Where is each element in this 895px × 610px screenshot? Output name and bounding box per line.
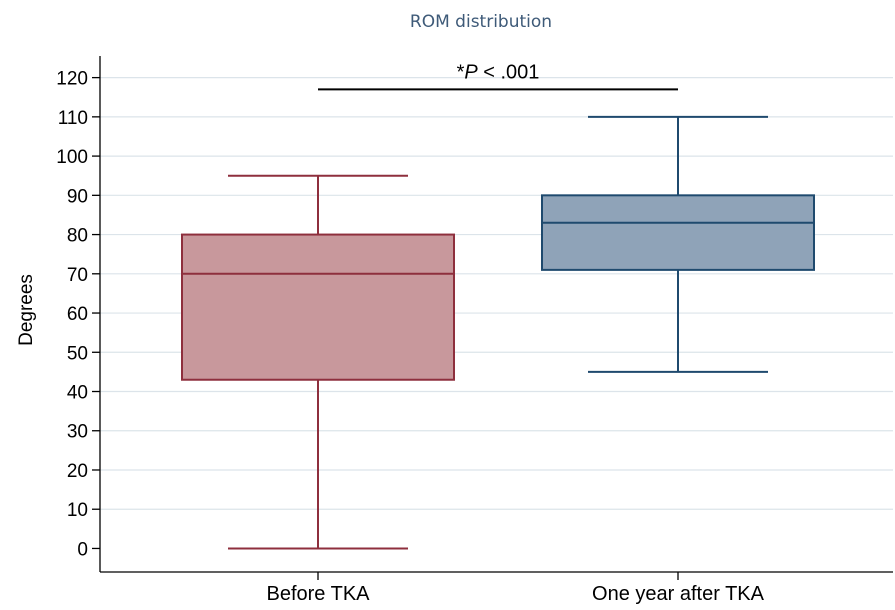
iqr-box — [181, 233, 455, 381]
y-axis-label: Degrees — [16, 274, 37, 346]
box-1 — [181, 174, 455, 550]
chart-title: ROM distribution — [410, 12, 552, 32]
y-tick-label: 80 — [67, 226, 88, 247]
y-tick-label: 0 — [77, 539, 88, 560]
box-series — [181, 115, 815, 550]
y-tick-label: 10 — [67, 500, 88, 521]
y-tick-label: 30 — [67, 422, 88, 443]
x-category-label: Before TKA — [266, 583, 370, 605]
y-tick-label: 50 — [67, 343, 88, 364]
y-tick-label: 20 — [67, 461, 88, 482]
p-value-label: *P < .001 — [457, 61, 540, 83]
y-tick-label: 60 — [67, 304, 88, 325]
iqr-box — [541, 194, 815, 271]
axes — [99, 56, 893, 573]
y-tick-label: 100 — [56, 147, 88, 168]
y-tick-label: 110 — [58, 108, 88, 129]
y-tick-label: 90 — [67, 186, 88, 207]
y-tick-label: 40 — [67, 383, 88, 404]
y-ticks: 0 10 20 30 40 50 60 70 80 90 100 110 120 — [56, 69, 100, 560]
significance-annotation: *P < .001 — [318, 61, 678, 91]
x-categories: Before TKA One year after TKA — [266, 572, 765, 605]
x-category-label: One year after TKA — [592, 583, 765, 605]
box-2 — [541, 115, 815, 373]
y-tick-label: 120 — [56, 69, 88, 90]
y-tick-label: 70 — [67, 265, 88, 286]
